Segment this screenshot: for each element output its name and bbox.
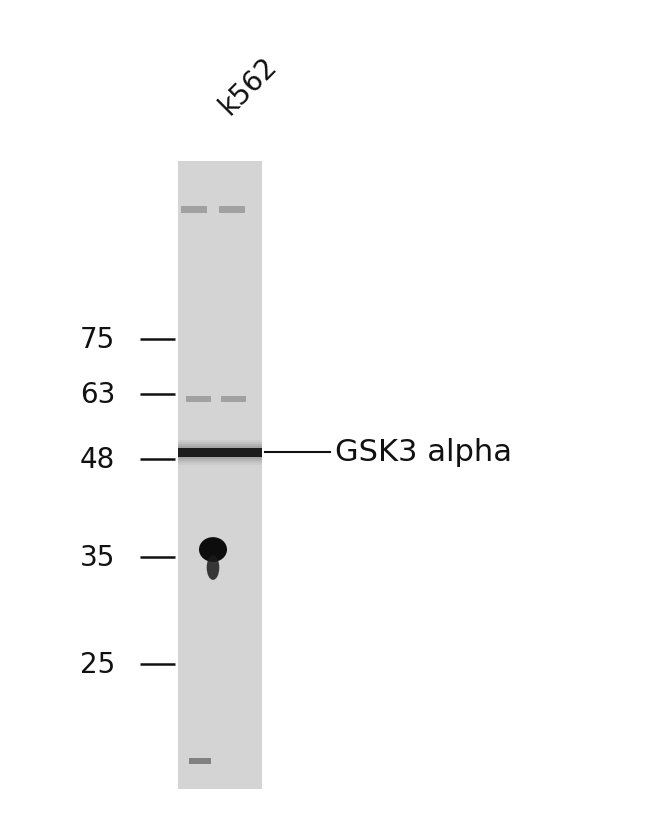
Text: 35: 35 — [79, 543, 115, 571]
Text: 63: 63 — [79, 380, 115, 409]
Text: 25: 25 — [80, 650, 115, 678]
Text: 75: 75 — [80, 326, 115, 354]
Bar — [189, 758, 211, 764]
Bar — [178, 448, 262, 457]
Bar — [178, 444, 262, 461]
Ellipse shape — [207, 556, 219, 581]
Ellipse shape — [199, 538, 227, 562]
Bar — [187, 396, 211, 403]
Bar — [178, 162, 262, 789]
Text: k562: k562 — [214, 51, 283, 120]
Text: GSK3 alpha: GSK3 alpha — [335, 438, 512, 467]
Text: 48: 48 — [80, 446, 115, 473]
Bar — [178, 440, 262, 465]
Bar — [181, 206, 207, 213]
Bar — [178, 442, 262, 463]
Bar — [218, 206, 245, 213]
Bar — [221, 396, 246, 403]
Bar — [178, 446, 262, 459]
